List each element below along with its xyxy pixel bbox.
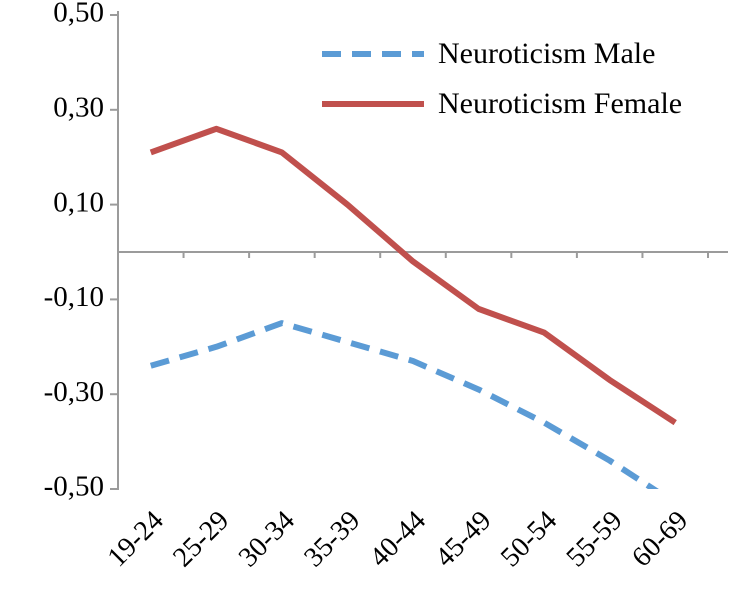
y-tick-label: -0,30 bbox=[44, 376, 104, 408]
x-category-label: 19-24 bbox=[102, 505, 170, 573]
x-category-label: 55-59 bbox=[561, 505, 629, 573]
legend-item-female: Neuroticism Female bbox=[320, 84, 682, 124]
y-tick-label: -0,50 bbox=[44, 471, 104, 503]
y-tick-label: 0,30 bbox=[53, 91, 104, 123]
x-category-label: 40-44 bbox=[364, 505, 432, 573]
male-dashed-line-sample bbox=[322, 51, 424, 57]
legend: Neuroticism Male Neuroticism Female bbox=[320, 34, 682, 124]
x-category-label: 25-29 bbox=[167, 505, 235, 573]
series-group bbox=[149, 125, 677, 489]
female-solid-line-sample bbox=[322, 101, 424, 107]
x-category-label: 35-39 bbox=[298, 505, 366, 573]
y-tick-label: 0,10 bbox=[53, 186, 104, 218]
x-category-label: 30-34 bbox=[233, 505, 301, 573]
x-category-label: 50-54 bbox=[495, 505, 563, 573]
legend-item-male: Neuroticism Male bbox=[320, 34, 682, 74]
x-category-label: 45-49 bbox=[429, 505, 497, 573]
y-tick-label: -0,10 bbox=[44, 281, 104, 313]
male-series-line bbox=[149, 320, 659, 489]
legend-label-male: Neuroticism Male bbox=[438, 37, 656, 70]
x-category-label: 60-69 bbox=[626, 505, 694, 573]
legend-label-female: Neuroticism Female bbox=[438, 87, 683, 120]
female-series-line bbox=[149, 125, 677, 426]
y-tick-label: 0,50 bbox=[53, 0, 104, 29]
